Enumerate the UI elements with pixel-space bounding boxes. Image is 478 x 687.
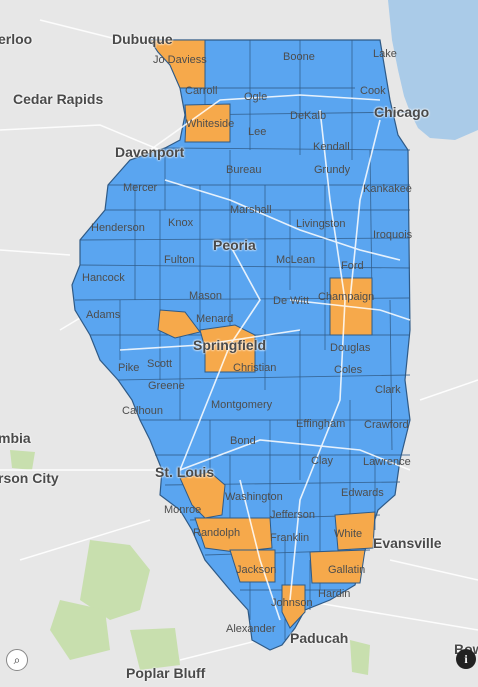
county-johnson[interactable] (281, 584, 306, 629)
county-label-clark: Clark (375, 384, 401, 396)
county-label-hardin: Hardin (318, 588, 351, 600)
county-label-iroquois: Iroquois (373, 229, 413, 241)
county-label-franklin: Franklin (270, 532, 310, 544)
county-label-greene: Greene (148, 380, 185, 392)
county-white[interactable] (334, 511, 376, 551)
county-label-ogle: Ogle (244, 91, 268, 103)
county-label-ford: Ford (341, 260, 364, 272)
county-st-clair-monroe[interactable] (179, 471, 226, 519)
county-label-randolph: Randolph (193, 527, 241, 539)
county-border (369, 149, 373, 301)
park-area (350, 640, 370, 675)
county-border (164, 147, 411, 151)
magnifier-icon[interactable]: ⌕ (6, 649, 28, 671)
city-chicago: Chicago (374, 104, 430, 120)
city-st-louis: St. Louis (155, 464, 215, 480)
city-peoria: Peoria (213, 237, 256, 253)
city-cedar-rapids: Cedar Rapids (13, 91, 104, 107)
county-label-kendall: Kendall (313, 141, 350, 153)
county-label-calhoun: Calhoun (122, 405, 163, 417)
county-whiteside[interactable] (184, 103, 231, 143)
county-jackson-williamson[interactable] (229, 549, 276, 583)
county-label-bureau: Bureau (226, 164, 262, 176)
county-jo-daviess[interactable] (149, 39, 206, 89)
county-label-edwards: Edwards (341, 487, 384, 499)
county-label-lake: Lake (373, 48, 397, 60)
park-area (50, 600, 110, 660)
county-label-clay: Clay (311, 455, 334, 467)
county-label-livingston: Livingston (296, 218, 346, 230)
county-label-scott: Scott (147, 358, 173, 370)
county-label-kankakee: Kankakee (363, 183, 412, 195)
city-evansville: Evansville (373, 535, 442, 551)
county-label-gallatin: Gallatin (328, 564, 366, 576)
city-davenport: Davenport (115, 144, 185, 160)
county-label-lawrence: Lawrence (363, 456, 411, 468)
county-label-mercer: Mercer (123, 182, 158, 194)
county-label-marshall: Marshall (230, 204, 272, 216)
city-paducah: Paducah (290, 630, 349, 646)
county-label-dekalb: DeKalb (290, 110, 327, 122)
county-label-mason: Mason (189, 290, 223, 302)
county-label-monroe: Monroe (164, 504, 202, 516)
county-label-fulton: Fulton (164, 254, 195, 266)
city-poplar-bluff: Poplar Bluff (126, 665, 206, 681)
county-label-washington: Washington (225, 491, 283, 503)
state-roads (119, 94, 411, 621)
county-label-boone: Boone (283, 51, 315, 63)
park-area (80, 540, 150, 620)
county-label-mclean: McLean (276, 254, 316, 266)
park-area (10, 450, 35, 470)
county-label-christian: Christian (233, 362, 277, 374)
county-label-grundy: Grundy (314, 164, 351, 176)
county-label-adams: Adams (86, 309, 121, 321)
county-label-coles: Coles (334, 364, 363, 376)
city-jefferson-city: rson City (0, 470, 59, 486)
illinois-counties[interactable] (71, 39, 411, 651)
county-label-knox: Knox (168, 217, 194, 229)
county-label-cook: Cook (360, 85, 386, 97)
info-icon[interactable]: i (456, 649, 476, 669)
county-border (117, 374, 411, 381)
county-label-pike: Pike (118, 362, 140, 374)
county-label-crawford: Crawford (364, 419, 409, 431)
county-label-bond: Bond (230, 435, 256, 447)
county-label-jefferson: Jefferson (270, 509, 316, 521)
city-columbia: mbia (0, 430, 31, 446)
county-label-montgomery: Montgomery (211, 399, 273, 411)
county-label-douglas: Douglas (330, 342, 371, 354)
county-label-effingham: Effingham (296, 418, 346, 430)
county-label-henderson: Henderson (91, 222, 145, 234)
park-area (130, 628, 180, 670)
county-label-jo-daviess: Jo Daviess (153, 54, 207, 66)
county-label-white: White (334, 528, 363, 540)
county-saline-gallatin[interactable] (309, 549, 366, 584)
county-label-carroll: Carroll (185, 85, 218, 97)
city-springfield: Springfield (193, 337, 267, 353)
lake-michigan (388, 0, 478, 140)
background-roads (0, 19, 478, 661)
county-sangamon[interactable] (199, 324, 256, 373)
county-label-whiteside: Whiteside (186, 118, 235, 130)
city-waterloo: erloo (0, 31, 33, 47)
county-menard[interactable] (157, 309, 201, 339)
county-label-menard: Menard (196, 313, 234, 325)
city-dubuque: Dubuque (112, 31, 173, 47)
county-label-champaign: Champaign (318, 291, 375, 303)
county-label-hancock: Hancock (82, 272, 125, 284)
county-label-lee: Lee (248, 126, 267, 138)
county-label-dewitt: De Witt (273, 295, 310, 307)
county-label-alexander: Alexander (226, 623, 276, 635)
county-label-johnson: Johnson (271, 597, 313, 609)
county-label-jackson: Jackson (236, 564, 277, 576)
county-border (389, 299, 393, 451)
